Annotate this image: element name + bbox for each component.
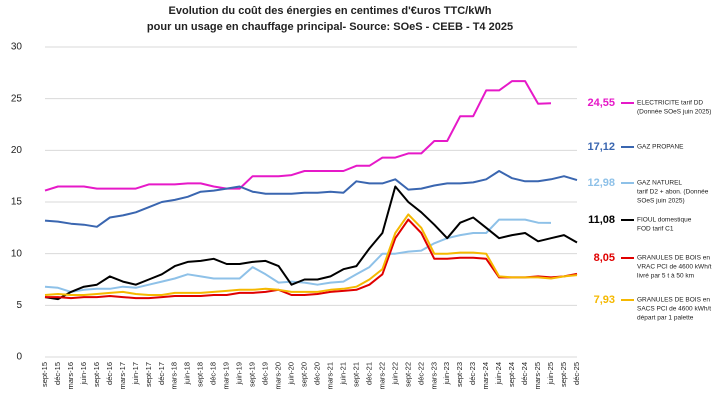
legend-label: tarif D2 + abon. (Donnée (637, 189, 709, 196)
x-tick-label: sept-17 (144, 362, 153, 387)
series-line (44, 80, 552, 192)
x-tick-label: mars-20 (274, 362, 283, 390)
x-tick-label: sept-24 (507, 362, 516, 387)
x-tick-label: sept-20 (299, 362, 308, 387)
y-tick-label: 30 (11, 42, 23, 53)
legend-label: GRANULES DE BOIS en (637, 297, 710, 304)
x-tick-label: mars-19 (222, 362, 231, 390)
x-tick-label: déc-19 (261, 362, 270, 385)
x-tick-label: déc-15 (53, 362, 62, 385)
x-tick-label: déc-17 (157, 362, 166, 385)
x-tick-label: juin-22 (390, 362, 399, 386)
y-tick-label: 0 (16, 352, 22, 363)
x-tick-label: juin-21 (338, 362, 347, 386)
value-label: 24,55 (587, 97, 615, 109)
x-tick-label: sept-16 (92, 362, 101, 387)
chart-subtitle: pour un usage en chauffage principal- So… (147, 21, 513, 33)
legend-label: GAZ PROPANE (637, 144, 684, 151)
x-tick-label: déc-20 (312, 362, 321, 385)
legend-label: VRAC PCI de 4600 kWh/t (637, 264, 712, 271)
x-tick-label: mars-22 (377, 362, 386, 390)
y-tick-label: 15 (11, 197, 23, 208)
y-tick-label: 25 (11, 93, 23, 104)
x-tick-label: mars-25 (533, 362, 542, 390)
x-tick-label: juin-25 (546, 362, 555, 386)
legend-label: GRANULES DE BOIS en (637, 255, 710, 262)
legend-label: SOeS juin 2025) (637, 198, 685, 205)
x-tick-label: juin-17 (131, 362, 140, 386)
value-label: 17,12 (587, 141, 615, 153)
legend-label: départ par 1 palette (637, 315, 694, 322)
series-line (44, 185, 578, 301)
x-tick-label: sept-15 (40, 362, 49, 387)
series-line (45, 218, 578, 300)
legend-label: livré par 5 t à 50 km (637, 273, 694, 280)
legend-label: FIOUL domestique (637, 217, 692, 224)
legend-label: ELECTRICITE tarif DD (637, 100, 703, 107)
x-tick-label: déc-24 (520, 362, 529, 385)
x-tick-label: sept-25 (559, 362, 568, 387)
value-label: 12,98 (587, 177, 615, 189)
x-tick-label: sept-23 (455, 362, 464, 387)
x-tick-label: mars-17 (118, 362, 127, 390)
legend-label: SACS PCI de 4600 kWh/t (637, 306, 711, 313)
x-tick-label: juin-19 (235, 362, 244, 386)
legend-label: (Donnée SOeS juin 2025) (637, 109, 711, 116)
y-tick-label: 10 (11, 248, 23, 259)
x-tick-label: déc-21 (364, 362, 373, 385)
x-tick-label: sept-19 (248, 362, 257, 387)
x-tick-label: déc-25 (572, 362, 581, 385)
x-tick-label: sept-21 (351, 362, 360, 387)
chart-title: Evolution du coût des énergies en centim… (169, 5, 492, 17)
x-tick-label: juin-23 (442, 362, 451, 386)
series-line (44, 170, 578, 228)
x-tick-label: sept-22 (403, 362, 412, 387)
x-tick-label: mars-21 (325, 362, 334, 390)
x-tick-label: sept-18 (196, 362, 205, 387)
legend-label: GAZ NATUREL (637, 180, 682, 187)
x-tick-label: mars-24 (481, 362, 490, 390)
x-tick-label: mars-18 (170, 362, 179, 390)
value-label: 11,08 (588, 214, 615, 226)
x-tick-label: juin-18 (183, 362, 192, 386)
value-label: 7,93 (594, 294, 615, 306)
x-tick-label: juin-16 (79, 362, 88, 386)
x-tick-label: mars-23 (429, 362, 438, 390)
x-tick-label: déc-23 (468, 362, 477, 385)
x-tick-label: juin-20 (287, 362, 296, 386)
y-tick-label: 5 (16, 300, 22, 311)
series-line (44, 213, 578, 296)
y-tick-label: 20 (11, 145, 23, 156)
x-tick-label: déc-16 (105, 362, 114, 385)
value-label: 8,05 (594, 252, 615, 264)
x-tick-label: mars-16 (66, 362, 75, 390)
x-tick-label: déc-22 (416, 362, 425, 385)
legend-label: FOD tarif C1 (637, 226, 674, 233)
x-tick-label: juin-24 (494, 362, 503, 386)
x-tick-label: déc-18 (209, 362, 218, 385)
